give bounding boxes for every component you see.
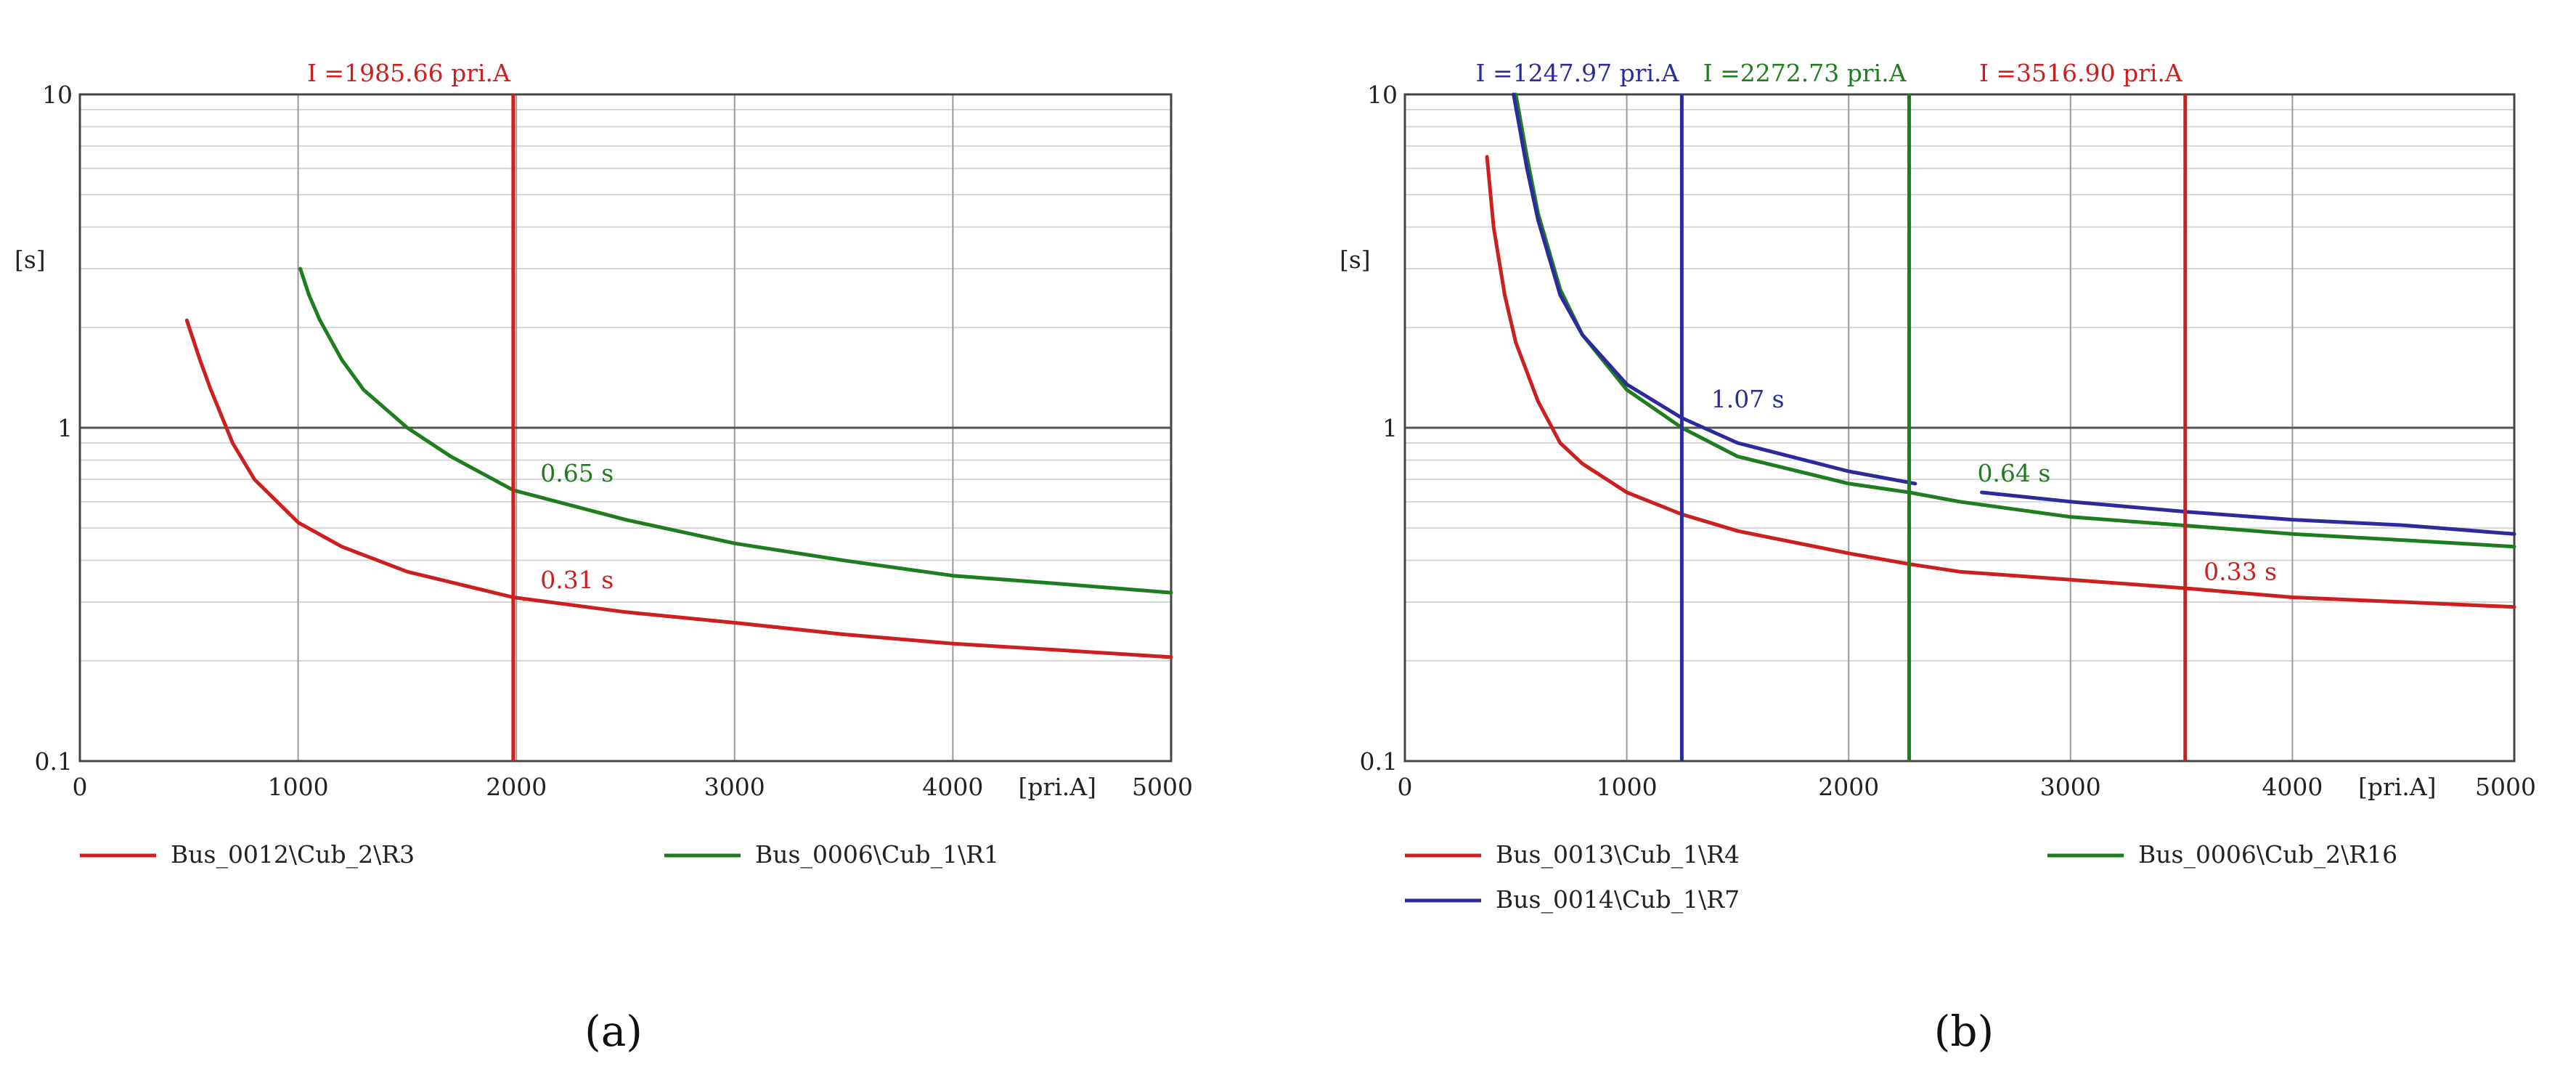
x-tick-label: 3000 [704,773,765,801]
y-tick-label: 10 [42,81,73,109]
x-axis-label: [pri.A] [2358,773,2437,801]
series-line-2 [298,267,1173,595]
series-line-1 [184,318,1173,659]
x-tick-label: 4000 [922,773,983,801]
current-marker-label: I =2272.73 pri.A [1703,59,1907,87]
x-tick-label: 3000 [2040,773,2101,801]
current-marker-label: I =3516.90 pri.A [1979,59,2183,87]
y-tick-label: 1 [57,414,73,442]
y-tick-label: 0.1 [1360,747,1398,776]
y-axis-label: [s] [15,245,46,274]
x-tick-label: 1000 [268,773,329,801]
time-annotation: 0.33 s [2204,557,2277,585]
plot-frame [1403,93,2516,763]
chart-panel-a: 0.1 1 10 [s] 0 1000 2000 3000 4000 5000 [pri.A] I =… [15,59,1193,1056]
time-annotation: 0.31 s [540,566,614,594]
x-tick-label: 0 [1398,773,1413,801]
x-tick-label: 5000 [2475,773,2536,801]
legend: Bus_0012\Cub_2\R3 Bus_0006\Cub_1\R1 [80,840,999,869]
x-tick-label: 0 [73,773,88,801]
grid-minor [1405,109,2514,662]
y-tick-label: 0.1 [35,747,73,776]
time-annotation: 0.65 s [540,459,614,487]
x-tick-label: 5000 [1132,773,1193,801]
time-annotation: 1.07 s [1711,385,1785,413]
y-tick-label: 1 [1382,414,1398,442]
y-tick-label: 10 [1367,81,1398,109]
y-axis-label: [s] [1340,245,1371,274]
x-tick-label: 2000 [486,773,547,801]
legend-label: Bus_0013\Cub_1\R4 [1496,840,1740,869]
grid-minor [80,109,1171,662]
current-marker-label: I =1985.66 pri.A [307,59,511,87]
plot-frame [78,93,1173,763]
panel-label: (b) [1934,1007,1994,1056]
legend-label: Bus_0014\Cub_1\R7 [1496,885,1740,914]
panel-label: (a) [584,1007,643,1056]
x-tick-label: 4000 [2262,773,2323,801]
legend-label: Bus_0012\Cub_2\R3 [171,840,415,869]
chart-panel-b: 0.1 1 10 [s] 0 1000 2000 3000 4000 5000 [pri.A] I =… [1340,59,2536,1056]
current-marker-label: I =1247.97 pri.A [1475,59,1679,87]
x-tick-label: 1000 [1597,773,1658,801]
series-line-1 [1485,155,2516,609]
series-line-3-segment-2 [1980,490,2516,536]
series-line-3 [1512,92,1917,486]
legend: Bus_0013\Cub_1\R4 Bus_0006\Cub_2\R16 Bus_0… [1405,840,2397,914]
legend-label: Bus_0006\Cub_2\R16 [2138,840,2397,869]
x-tick-label: 2000 [1818,773,1879,801]
time-annotation: 0.64 s [1977,459,2050,487]
x-axis-label: [pri.A] [1018,773,1096,801]
legend-label: Bus_0006\Cub_1\R1 [755,840,999,869]
